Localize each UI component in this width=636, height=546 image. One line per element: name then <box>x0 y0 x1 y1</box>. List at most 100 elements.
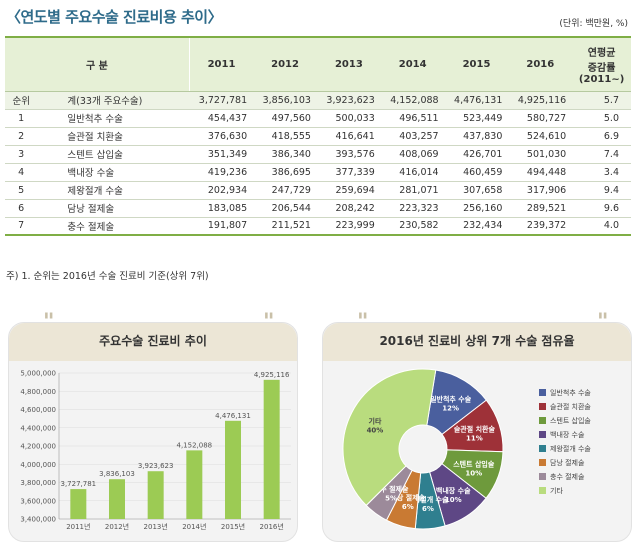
value-cell: 4,476,131 <box>444 91 509 110</box>
table-row: 1 일반척추 수술 454,437 497,560 500,033 496,511 523,… <box>5 109 631 128</box>
bar-value-label: 4,925,116 <box>254 371 290 379</box>
value-cell: 281,071 <box>380 181 445 200</box>
rate-cell: 3.4 <box>572 163 631 182</box>
pie-chart-title: 2016년 진료비 상위 7개 수술 점유율 <box>323 323 631 361</box>
header-year: 2015 <box>444 36 509 92</box>
value-cell: 3,923,623 <box>316 91 381 110</box>
value-cell: 408,069 <box>380 145 445 164</box>
table-row: 4 백내장 수술 419,236 386,695 377,339 416,014 460,4… <box>5 163 631 182</box>
value-cell: 393,576 <box>316 145 381 164</box>
pie-slice-pct: 5% <box>385 495 397 503</box>
legend-label: 제왕절개 수술 <box>550 444 591 453</box>
pie-slice-label: 충수 절제술 <box>374 485 409 494</box>
legend-label: 담낭 절제술 <box>550 458 585 467</box>
header-year: 2012 <box>253 36 317 92</box>
value-cell: 437,830 <box>444 127 509 146</box>
rank-cell: 6 <box>5 199 38 218</box>
value-cell: 501,030 <box>508 145 573 164</box>
x-tick-label: 2011년 <box>66 522 90 531</box>
rate-cell: 6.9 <box>572 127 631 146</box>
rank-cell: 1 <box>5 109 38 128</box>
value-cell: 4,925,116 <box>508 91 573 110</box>
value-cell: 289,521 <box>508 199 573 218</box>
pie-slice-pct: 10% <box>465 469 482 477</box>
pie-slice-label: 슬관절 치환술 <box>454 424 496 433</box>
header-rate-line: (2011~) <box>578 73 625 85</box>
value-cell: 497,560 <box>253 109 317 128</box>
value-cell: 232,434 <box>444 217 509 236</box>
pin-icon: " <box>43 312 57 334</box>
pin-icon: " <box>357 312 371 334</box>
bar <box>225 420 241 519</box>
y-tick-label: 4,600,000 <box>20 406 56 414</box>
header-year: 2016 <box>508 36 573 92</box>
x-tick-label: 2015년 <box>221 522 245 531</box>
value-cell: 416,641 <box>316 127 381 146</box>
value-cell: 403,257 <box>380 127 445 146</box>
value-cell: 523,449 <box>444 109 509 128</box>
name-cell: 제왕절개 수술 <box>37 181 190 200</box>
pie-slice-pct: 6% <box>402 503 414 511</box>
pie-slice-label: 스텐트 삽입술 <box>453 459 495 468</box>
value-cell: 376,630 <box>189 127 254 146</box>
pie-slice-label: 담낭 절제술 <box>390 493 425 502</box>
bar-value-label: 3,727,781 <box>61 480 97 488</box>
legend-swatch <box>539 487 546 494</box>
y-tick-label: 5,000,000 <box>20 370 56 378</box>
header-year: 2014 <box>380 36 445 92</box>
x-tick-label: 2013년 <box>144 522 168 531</box>
value-cell: 351,349 <box>189 145 254 164</box>
footnote: 주) 1. 순위는 2016년 수술 진료비 기준(상위 7위) <box>6 271 209 282</box>
table-row: 2 슬관절 치환술 376,630 418,555 416,641 403,257 437,… <box>5 127 631 146</box>
value-cell: 247,729 <box>253 181 317 200</box>
legend-swatch <box>539 459 546 466</box>
pie-slice-label: 일반척추 수술 <box>430 395 472 404</box>
value-cell: 4,152,088 <box>380 91 445 110</box>
rate-cell: 9.4 <box>572 181 631 200</box>
legend-swatch <box>539 417 546 424</box>
bar <box>109 479 125 519</box>
legend-swatch <box>539 473 546 480</box>
legend-label: 스텐트 삽입술 <box>550 416 591 425</box>
name-cell: 계(33개 주요수술) <box>37 91 190 110</box>
rate-cell: 5.7 <box>572 91 631 110</box>
y-tick-label: 4,400,000 <box>20 424 56 432</box>
legend-label: 충수 절제술 <box>550 472 585 481</box>
table-row: 7 충수 절제술 191,807 211,521 223,999 230,582 232,4… <box>5 217 631 236</box>
bar <box>263 379 280 519</box>
table-row: 3 스텐트 삽입술 351,349 386,340 393,576 408,069 426,… <box>5 145 631 164</box>
value-cell: 206,544 <box>253 199 317 218</box>
value-cell: 259,694 <box>316 181 381 200</box>
y-tick-label: 3,800,000 <box>20 479 56 487</box>
bar <box>186 450 203 519</box>
pie-chart-panel: " " 2016년 진료비 상위 7개 수술 점유율 일반척추 수술12%슬관절… <box>322 312 632 542</box>
rate-cell: 7.4 <box>572 145 631 164</box>
bar-chart-panel: " " 주요수술 진료비 추이 3,400,000 3,600,000 3,800,… <box>8 312 298 542</box>
pie-slice <box>342 368 437 507</box>
x-tick-label: 2012년 <box>105 522 129 531</box>
header-year: 2011 <box>189 36 254 92</box>
legend-label: 슬관절 치환술 <box>550 402 591 411</box>
value-cell: 496,511 <box>380 109 445 128</box>
x-tick-label: 2014년 <box>182 522 206 531</box>
rank-cell: 7 <box>5 217 38 236</box>
rank-cell: 3 <box>5 145 38 164</box>
table-row: 5 제왕절개 수술 202,934 247,729 259,694 281,071 307,… <box>5 181 631 200</box>
value-cell: 307,658 <box>444 181 509 200</box>
value-cell: 211,521 <box>253 217 317 236</box>
unit-note: (단위: 백만원, %) <box>559 19 628 29</box>
legend-label: 백내장 수술 <box>550 430 585 439</box>
x-tick-label: 2016년 <box>260 522 284 531</box>
value-cell: 460,459 <box>444 163 509 182</box>
header-rate: 연평균 증감률 (2011~) <box>572 36 631 92</box>
table-row: 6 담낭 절제술 183,085 206,544 208,242 223,323 256,1… <box>5 199 631 218</box>
pie-slice-pct: 40% <box>367 426 384 434</box>
value-cell: 426,701 <box>444 145 509 164</box>
legend-label: 일반척추 수술 <box>550 388 591 397</box>
name-cell: 백내장 수술 <box>37 163 190 182</box>
rank-cell: 2 <box>5 127 38 146</box>
legend-swatch <box>539 445 546 452</box>
pie-slice-pct: 6% <box>422 505 434 513</box>
name-cell: 스텐트 삽입술 <box>37 145 190 164</box>
